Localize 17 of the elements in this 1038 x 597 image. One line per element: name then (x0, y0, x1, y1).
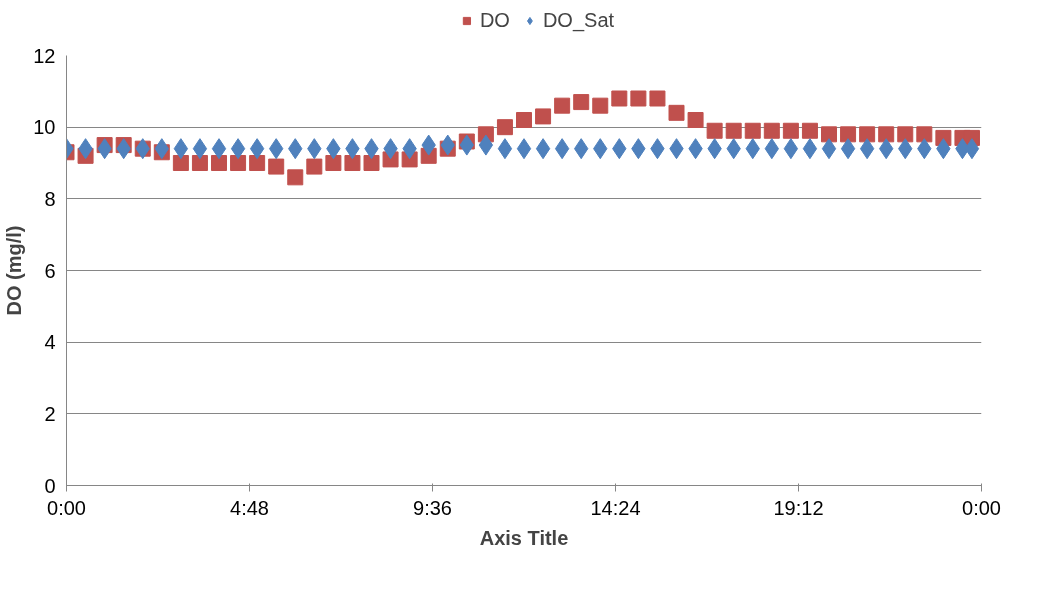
x-axis-title: Axis Title (479, 526, 569, 549)
x-tick-label: 19:12 (773, 496, 824, 519)
x-tick-label: 4:48 (230, 496, 269, 519)
y-tick-label: 8 (44, 187, 56, 210)
y-tick-label: 12 (33, 44, 56, 67)
legend-label: DO_Sat (542, 8, 615, 32)
y-axis-title: DO (mg/l) (3, 225, 26, 316)
legend-label: DO (479, 8, 510, 32)
y-tick-label: 4 (44, 331, 56, 354)
y-tick-label: 2 (44, 402, 56, 425)
x-tick-label: 9:36 (413, 496, 452, 519)
x-tick-label: 0:00 (47, 496, 86, 519)
y-tick-label: 0 (44, 474, 56, 497)
y-tick-label: 6 (44, 259, 56, 282)
y-tick-label: 10 (33, 116, 56, 139)
x-tick-label: 14:24 (590, 496, 641, 519)
x-tick-label: 0:00 (962, 496, 1001, 519)
